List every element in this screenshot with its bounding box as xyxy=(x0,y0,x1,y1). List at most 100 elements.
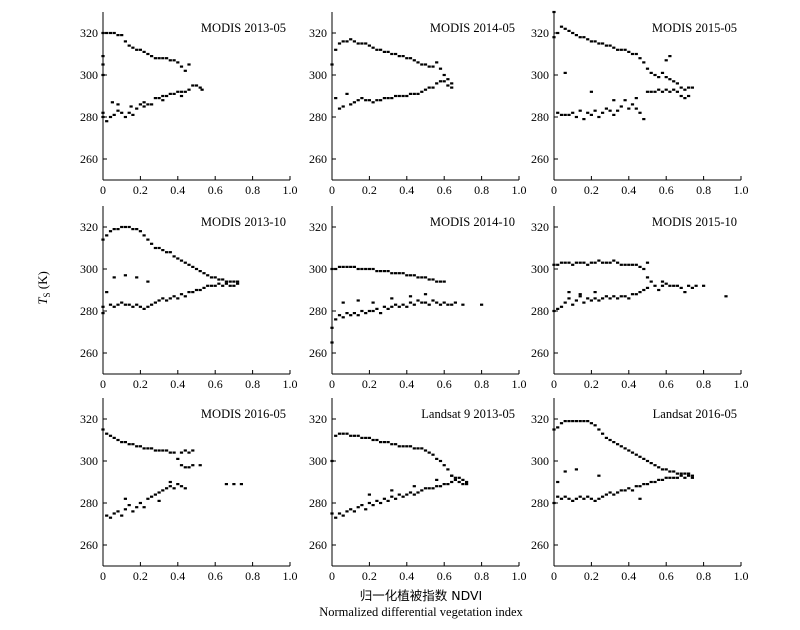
data-point xyxy=(367,493,371,496)
data-point xyxy=(435,301,439,304)
y-tick-label: 300 xyxy=(80,454,98,468)
data-point xyxy=(138,103,142,106)
y-tick-label: 260 xyxy=(531,346,549,360)
data-point xyxy=(168,59,172,62)
data-point xyxy=(638,497,642,500)
data-point xyxy=(589,422,593,425)
data-point xyxy=(150,242,154,245)
data-point xyxy=(623,263,627,266)
data-point xyxy=(367,44,371,47)
x-tick-label: 0.2 xyxy=(584,377,599,391)
data-point xyxy=(612,259,616,262)
data-point xyxy=(687,86,691,89)
panel: 0 0.2 0.4 0.6 0.8 1.0 260 280 300 320 MODIS 2014-0… xyxy=(309,12,527,197)
data-point xyxy=(634,97,638,100)
x-tick-label: 0.6 xyxy=(659,569,674,583)
data-point xyxy=(330,63,334,66)
x-tick-label: 1.0 xyxy=(512,183,527,197)
data-point xyxy=(582,118,586,121)
data-point xyxy=(446,78,450,81)
data-point xyxy=(161,99,165,102)
data-point xyxy=(138,445,142,448)
x-tick-label: 1.0 xyxy=(283,183,298,197)
data-point xyxy=(337,314,342,317)
data-point xyxy=(672,476,676,479)
data-point xyxy=(690,86,694,89)
data-point xyxy=(412,274,416,277)
data-point xyxy=(364,267,368,271)
data-point xyxy=(168,480,172,484)
data-point xyxy=(349,314,353,317)
data-point xyxy=(187,466,191,469)
data-point xyxy=(645,67,650,70)
data-point xyxy=(453,478,457,481)
data-point xyxy=(120,111,124,114)
data-point xyxy=(364,436,368,439)
data-point xyxy=(108,516,113,519)
data-point xyxy=(108,434,113,437)
x-tick-label: 0.4 xyxy=(170,183,185,197)
data-point xyxy=(412,447,416,450)
data-point xyxy=(630,52,635,56)
data-point xyxy=(131,443,135,446)
data-point xyxy=(586,111,590,114)
y-tick-label: 280 xyxy=(80,110,98,124)
data-point xyxy=(105,432,109,435)
data-point xyxy=(120,34,124,37)
data-point xyxy=(438,80,443,83)
data-point xyxy=(431,278,435,281)
data-point xyxy=(330,341,334,344)
data-point xyxy=(194,288,199,292)
data-point xyxy=(101,238,105,241)
data-point xyxy=(161,94,165,98)
data-point xyxy=(563,495,567,498)
data-point xyxy=(397,445,401,448)
data-point xyxy=(172,295,176,298)
data-point xyxy=(224,280,228,283)
y-axis-label: TS (K) xyxy=(35,271,52,305)
data-point xyxy=(150,303,154,306)
data-point xyxy=(619,48,623,51)
data-point xyxy=(337,265,342,268)
data-point xyxy=(623,99,627,102)
data-point xyxy=(386,270,390,273)
data-point xyxy=(427,65,431,68)
data-point xyxy=(645,90,650,93)
data-point xyxy=(612,295,616,298)
data-point xyxy=(612,493,616,496)
data-point xyxy=(638,57,642,60)
data-point xyxy=(589,40,593,43)
data-point xyxy=(390,272,394,275)
data-point xyxy=(176,90,180,93)
y-tick-label: 300 xyxy=(80,68,98,82)
data-point xyxy=(161,449,165,452)
x-tick-label: 0.6 xyxy=(437,183,452,197)
x-tick-label: 0.8 xyxy=(696,183,711,197)
data-point xyxy=(116,438,120,442)
data-point xyxy=(386,441,390,444)
data-point xyxy=(702,284,706,287)
data-point xyxy=(423,487,428,490)
data-point xyxy=(556,480,560,484)
data-point xyxy=(616,109,620,112)
panel-title: MODIS 2016-05 xyxy=(201,407,286,421)
data-point xyxy=(364,508,368,511)
data-point xyxy=(176,257,180,260)
data-point xyxy=(608,438,612,442)
data-point xyxy=(120,514,124,517)
data-point xyxy=(183,449,187,452)
data-point xyxy=(105,291,109,294)
data-point xyxy=(408,92,413,95)
data-point xyxy=(390,495,394,498)
data-point xyxy=(105,120,109,123)
data-point xyxy=(578,36,582,39)
data-point xyxy=(191,265,195,268)
data-point xyxy=(601,111,605,114)
data-point xyxy=(431,487,435,490)
data-point xyxy=(559,422,564,425)
data-point xyxy=(664,476,668,479)
data-point xyxy=(224,282,228,285)
x-tick-label: 0.6 xyxy=(437,569,452,583)
data-point xyxy=(345,312,349,315)
data-point xyxy=(127,111,131,114)
